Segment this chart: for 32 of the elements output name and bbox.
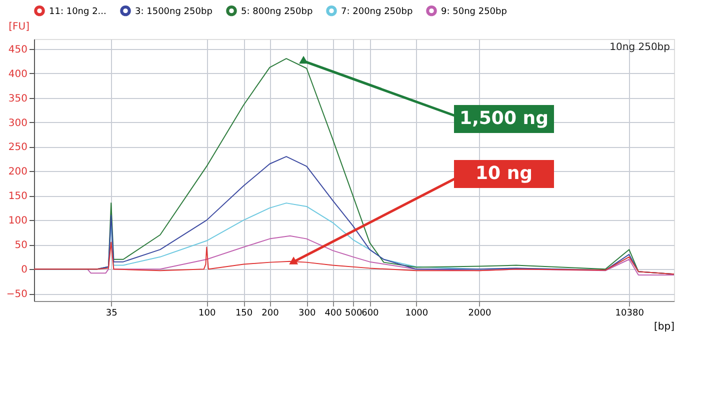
y-tick-label: 250 <box>8 142 28 154</box>
legend-label: 7: 200ng 250bp <box>341 6 413 17</box>
x-tick-label: 35 <box>106 308 118 318</box>
annotation: 10 ng <box>475 163 533 184</box>
y-tick-label: 350 <box>8 93 28 104</box>
x-tick-label: 500 <box>345 308 362 318</box>
legend-label: 9: 50ng 250bp <box>441 6 508 17</box>
x-tick-label: 300 <box>298 308 316 318</box>
y-tick-label: 400 <box>8 68 28 80</box>
x-tick-label: 1000 <box>405 308 428 318</box>
x-tick-label: 2000 <box>468 308 492 318</box>
legend-label: 3: 1500ng 250bp <box>135 6 213 17</box>
legend-label: 11: 10ng 2... <box>49 6 106 17</box>
y-tick-label: 50 <box>14 240 28 252</box>
x-tick-label: 600 <box>362 308 380 318</box>
x-axis-title: [bp] <box>654 322 675 332</box>
x-tick-label: 400 <box>324 308 342 318</box>
legend-label: 5: 800ng 250bp <box>241 6 313 17</box>
y-tick-label: 0 <box>21 264 28 276</box>
y-axis-title: [FU] <box>8 22 30 32</box>
annotation: 1,500 ng <box>460 108 548 129</box>
y-tick-label: 100 <box>8 216 28 227</box>
x-tick-label: 200 <box>262 308 280 318</box>
y-tick-label: 150 <box>8 191 28 202</box>
x-tick-label: 150 <box>235 308 253 318</box>
y-tick-label: 200 <box>8 166 28 178</box>
x-tick-label: 100 <box>198 308 216 318</box>
y-tick-label: 300 <box>8 118 28 129</box>
y-tick-label: −50 <box>6 289 28 300</box>
annotation: 10ng 250bp <box>610 42 670 53</box>
x-tick-label: 10380 <box>615 308 644 318</box>
y-tick-label: 450 <box>8 44 28 56</box>
